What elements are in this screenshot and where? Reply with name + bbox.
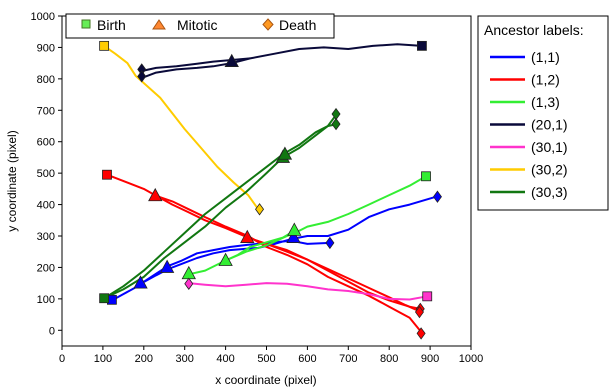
triangle-marker (277, 146, 293, 160)
diamond-marker (416, 327, 426, 340)
legend-birth-label: Birth (97, 17, 126, 33)
track-line-20-1 (141, 43, 422, 79)
diamond-marker (255, 203, 265, 216)
track-line-1-2 (155, 194, 422, 333)
diamond-marker (414, 305, 424, 319)
ancestor-legend-box (477, 15, 609, 211)
x-tick-label: 400 (216, 353, 234, 365)
event-legend: Birth Mitotic Death (65, 13, 335, 39)
y-axis-title: y coordinate (pixel) (5, 130, 19, 231)
x-tick-label: 500 (257, 353, 275, 365)
y-tick-label: 1000 (31, 11, 55, 23)
triangle-marker (224, 53, 239, 67)
square-marker (99, 40, 110, 51)
diamond-marker (325, 236, 335, 250)
y-tick-label: 200 (37, 262, 55, 274)
track-line-1-2 (247, 236, 421, 310)
x-axis: 0 100 200 300 400 500 600 700 800 900 1000 (59, 346, 483, 365)
y-tick-label: 600 (37, 137, 55, 149)
legend-mitotic-label: Mitotic (177, 17, 217, 33)
track-line-30-1 (188, 282, 428, 301)
ancestor-legend-title: Ancestor labels: (484, 22, 584, 38)
ancestor-legend-label: (30,3) (531, 184, 568, 200)
legend-mitotic-icon (152, 19, 166, 30)
ancestor-legend-label: (30,2) (531, 162, 568, 178)
ancestor-legend-entries: (1,1) (1,2) (1,3) (20,1) (30,1) (30,2) (30,3) (490, 49, 568, 200)
track-line-30-3 (103, 123, 337, 300)
x-tick-label: 600 (298, 353, 316, 365)
triangle-marker (240, 229, 255, 243)
y-tick-label: 300 (37, 231, 55, 243)
square-marker (421, 171, 431, 182)
legend-death-icon (262, 18, 274, 31)
ancestor-legend-label: (20,1) (531, 117, 568, 133)
ancestor-legend-label: (1,2) (531, 72, 560, 88)
triangle-marker (148, 187, 163, 202)
legend-death-label: Death (279, 17, 316, 33)
x-tick-label: 700 (339, 353, 357, 365)
x-tick-label: 900 (421, 353, 439, 365)
ancestor-legend-label: (30,1) (531, 139, 568, 155)
triangle-marker (218, 252, 233, 266)
y-tick-label: 800 (37, 74, 55, 86)
ancestor-legend: Ancestor labels: (1,1) (1,2) (1,3) (20,1) (3… (477, 15, 609, 211)
track-line-1-3 (225, 229, 296, 262)
x-tick-label: 0 (59, 353, 65, 365)
triangle-marker (133, 275, 148, 289)
diamond-marker (137, 70, 147, 83)
square-marker (99, 293, 110, 304)
diamond-marker (432, 190, 442, 203)
x-tick-label: 1000 (459, 353, 483, 365)
y-tick-label: 500 (37, 168, 55, 180)
square-marker (102, 169, 112, 180)
x-tick-label: 300 (176, 353, 194, 365)
y-axis: 0 100 200 300 400 500 600 700 800 900 1000 (31, 11, 62, 337)
y-tick-label: 900 (37, 42, 55, 54)
legend-birth-icon (81, 19, 91, 29)
triangle-marker (286, 229, 301, 243)
event-legend-box (65, 13, 335, 39)
ancestor-legend-label: (1,1) (531, 49, 560, 65)
track-line-30-2 (103, 45, 260, 210)
triangle-marker (287, 222, 302, 236)
y-tick-label: 400 (37, 200, 55, 212)
x-tick-label: 200 (135, 353, 153, 365)
track-line-30-3 (103, 114, 337, 300)
y-tick-label: 100 (37, 294, 55, 306)
x-tick-label: 100 (94, 353, 112, 365)
diamond-marker (331, 117, 341, 131)
y-tick-label: 0 (49, 325, 55, 337)
x-axis-title: x coordinate (pixel) (215, 373, 316, 387)
square-marker (422, 291, 433, 302)
ancestor-legend-label: (1,3) (531, 94, 560, 110)
diamond-marker (184, 277, 194, 290)
y-tick-label: 700 (37, 105, 55, 117)
x-tick-label: 800 (380, 353, 398, 365)
triangle-marker (159, 259, 175, 273)
square-marker (417, 40, 427, 51)
markers-layer (99, 40, 442, 340)
